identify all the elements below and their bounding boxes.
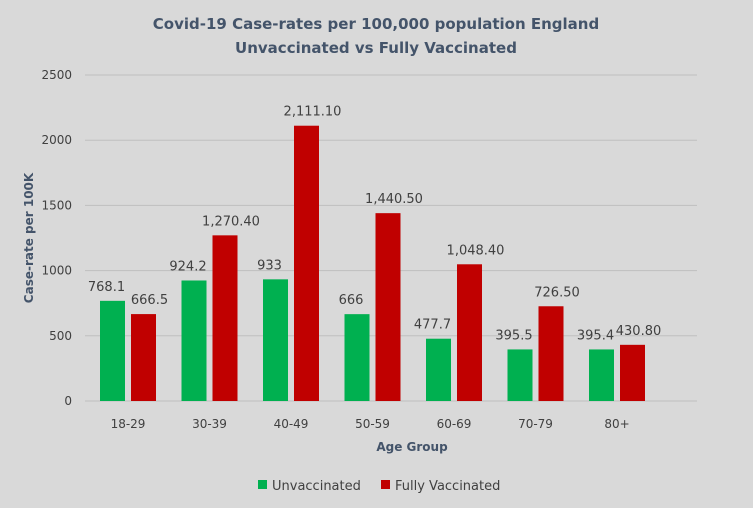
- bars: [100, 125, 645, 402]
- chart-subtitle: Unvaccinated vs Fully Vaccinated: [235, 39, 517, 57]
- legend-label: Unvaccinated: [272, 479, 361, 494]
- x-tick-label: 80+: [604, 417, 629, 431]
- y-tick-label: 500: [49, 329, 72, 343]
- bar-fully-vaccinated: [457, 264, 482, 401]
- data-label: 1,270.40: [202, 214, 260, 229]
- y-tick-label: 1500: [41, 198, 72, 212]
- y-axis-ticks: 0 500 1000 1500 2000 2500: [41, 68, 72, 408]
- bar-fully-vaccinated: [294, 125, 319, 402]
- data-label: 477.7: [414, 318, 451, 333]
- data-label: 768.1: [88, 280, 125, 295]
- y-tick-label: 0: [64, 394, 72, 408]
- bar-unvaccinated: [263, 279, 288, 401]
- x-axis-ticks: 18-29 30-39 40-49 50-59 60-69 70-79 80+: [111, 417, 630, 431]
- bar-unvaccinated: [507, 349, 533, 401]
- data-labels: 768.1 666.5 924.2 1,270.40 933 2,111.10 666 1,4…: [88, 105, 661, 344]
- x-tick-label: 50-59: [355, 417, 390, 431]
- x-tick-label: 18-29: [111, 417, 146, 431]
- bar-unvaccinated: [344, 314, 370, 401]
- data-label: 666: [339, 293, 364, 308]
- data-label: 924.2: [169, 259, 206, 274]
- bar-fully-vaccinated: [375, 213, 401, 401]
- bar-unvaccinated: [426, 338, 451, 401]
- bar-fully-vaccinated: [538, 306, 564, 401]
- data-label: 395.5: [495, 328, 532, 343]
- y-tick-label: 2500: [41, 68, 72, 82]
- data-label: 666.5: [131, 293, 168, 308]
- y-tick-label: 2000: [41, 133, 72, 147]
- x-tick-label: 70-79: [518, 417, 553, 431]
- data-label: 726.50: [534, 285, 580, 300]
- data-label: 933: [257, 258, 282, 273]
- data-label: 1,440.50: [365, 192, 423, 207]
- bar-unvaccinated: [181, 280, 207, 401]
- data-label: 2,111.10: [284, 105, 342, 120]
- data-label: 1,048.40: [447, 243, 505, 258]
- legend-swatch: [258, 480, 267, 489]
- data-label: 395.4: [577, 328, 614, 343]
- chart-title: Covid-19 Case-rates per 100,000 populati…: [153, 15, 599, 33]
- bar-unvaccinated: [100, 300, 125, 401]
- bar-fully-vaccinated: [212, 235, 238, 401]
- bar-unvaccinated: [589, 349, 614, 401]
- bar-fully-vaccinated: [620, 344, 645, 401]
- x-tick-label: 40-49: [274, 417, 309, 431]
- x-axis-title: Age Group: [376, 440, 448, 454]
- y-axis-title: Case-rate per 100K: [22, 172, 36, 303]
- legend: Unvaccinated Fully Vaccinated: [258, 479, 500, 494]
- legend-label: Fully Vaccinated: [395, 479, 500, 494]
- legend-swatch: [381, 480, 390, 489]
- x-tick-label: 60-69: [437, 417, 472, 431]
- bar-fully-vaccinated: [131, 314, 156, 401]
- x-tick-label: 30-39: [192, 417, 227, 431]
- y-tick-label: 1000: [41, 264, 72, 278]
- data-label: 430.80: [616, 324, 662, 339]
